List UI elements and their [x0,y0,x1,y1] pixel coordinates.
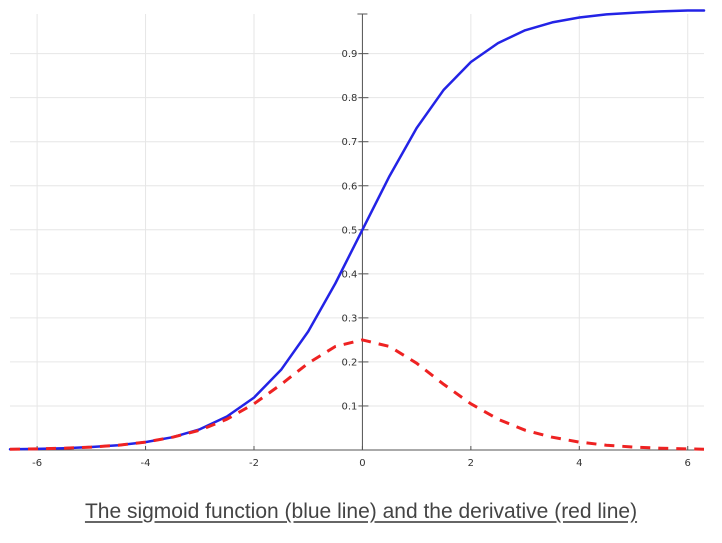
figure-caption[interactable]: The sigmoid function (blue line) and the… [84,500,638,523]
y-tick-label: 0.4 [342,269,358,280]
x-tick-label: -4 [141,458,151,469]
tick-labels: -6 -4 -2 0 2 4 6 0.1 0.2 0.3 0.4 0.5 0.6 0.7 0.8 0.9 [32,49,691,469]
derivative-line [9,338,705,451]
x-tick-label: -2 [249,458,259,469]
y-tick-label: 0.3 [342,313,358,324]
x-tick-label: 4 [576,458,582,469]
series [8,9,706,451]
y-tick-label: 0.7 [342,137,358,148]
y-tick-label: 0.6 [342,181,358,192]
y-tick-label: 0.5 [342,225,358,236]
x-tick-label: 6 [685,458,691,469]
sigmoid-chart: -6 -4 -2 0 2 4 6 0.1 0.2 0.3 0.4 0.5 0.6 0.7 0.8 0.9 [8,9,706,469]
x-tick-label: -6 [32,458,42,469]
y-tick-label: 0.8 [342,93,358,104]
grid [10,14,704,450]
caption-container: The sigmoid function (blue line) and the… [0,500,722,524]
y-tick-label: 0.9 [342,49,358,60]
x-tick-label: 0 [359,458,365,469]
x-tick-label: 2 [468,458,474,469]
y-tick-label: 0.2 [342,357,358,368]
y-tick-label: 0.1 [342,401,358,412]
